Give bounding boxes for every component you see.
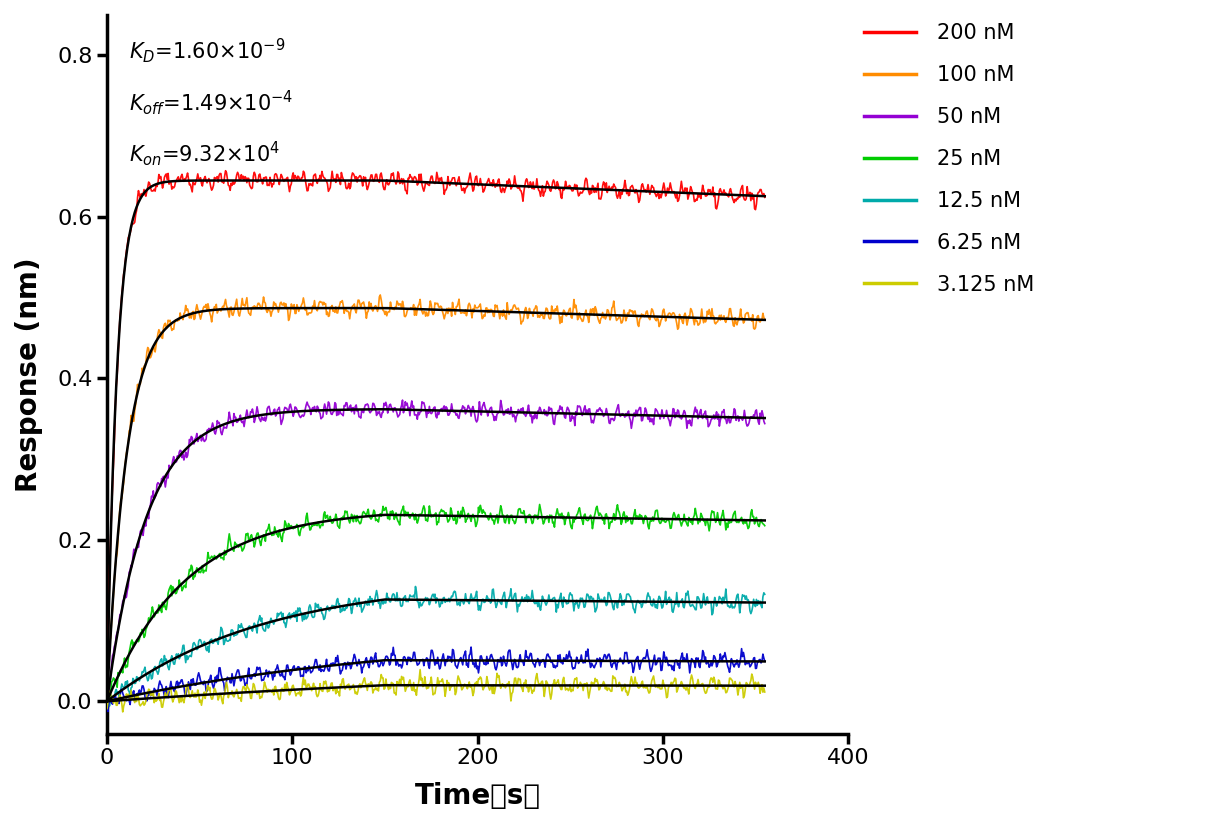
X-axis label: Time（s）: Time（s） — [414, 782, 541, 810]
Legend: 200 nM, 100 nM, 50 nM, 25 nM, 12.5 nM, 6.25 nM, 3.125 nM: 200 nM, 100 nM, 50 nM, 25 nM, 12.5 nM, 6… — [855, 15, 1042, 303]
Text: $K_D$=1.60×10$^{-9}$
$K_{off}$=1.49×10$^{-4}$
$K_{on}$=9.32×10$^4$: $K_D$=1.60×10$^{-9}$ $K_{off}$=1.49×10$^… — [129, 36, 293, 167]
Y-axis label: Response (nm): Response (nm) — [15, 257, 43, 492]
